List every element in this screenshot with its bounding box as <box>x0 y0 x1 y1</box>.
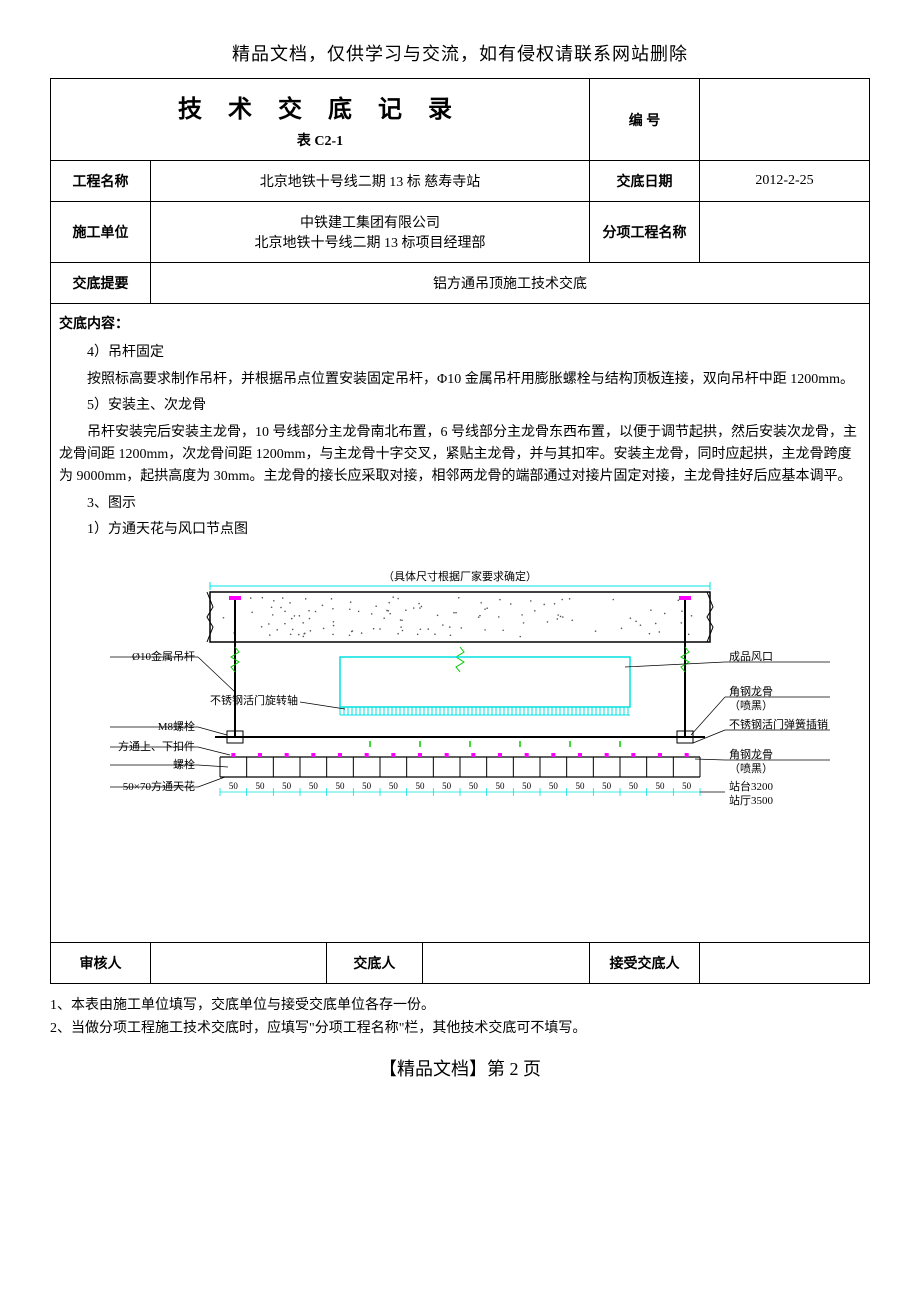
jiaodi-date-value: 2012-2-25 <box>700 161 870 202</box>
summary-value: 铝方通吊顶施工技术交底 <box>151 263 870 304</box>
footer-notes: 1、本表由施工单位填写，交底单位与接受交底单位各存一份。 2、当做分项工程施工技… <box>50 994 870 1042</box>
svg-text:方通上、下扣件: 方通上、下扣件 <box>118 739 195 753</box>
content-p1: 4）吊杆固定 <box>59 342 861 364</box>
svg-text:50: 50 <box>256 781 266 791</box>
record-table: 技 术 交 底 记 录 表 C2-1 编 号 工程名称 北京地铁十号线二期 13… <box>50 78 870 984</box>
svg-text:50: 50 <box>362 781 372 791</box>
project-name-label: 工程名称 <box>51 161 151 202</box>
svg-text:50: 50 <box>549 781 559 791</box>
project-name-value: 北京地铁十号线二期 13 标 慈寿寺站 <box>151 161 590 202</box>
main-title: 技 术 交 底 记 录 <box>59 89 581 124</box>
receiver-label: 接受交底人 <box>590 942 700 983</box>
constructor-value: 中铁建工集团有限公司 北京地铁十号线二期 13 标项目经理部 <box>151 202 590 263</box>
svg-text:成品风口: 成品风口 <box>729 650 773 663</box>
svg-text:站台3200: 站台3200 <box>729 779 773 793</box>
signoff-mid: 交底人 <box>151 942 590 983</box>
content-p5: 3、图示 <box>59 493 861 515</box>
jiaodi-person-value <box>423 943 589 983</box>
svg-text:50: 50 <box>522 781 532 791</box>
reviewer-value <box>151 943 326 983</box>
svg-text:50: 50 <box>629 781 639 791</box>
subproject-value <box>700 202 870 263</box>
svg-text:角钢龙骨: 角钢龙骨 <box>729 748 773 761</box>
jiaodi-date-label: 交底日期 <box>590 161 700 202</box>
content-body: 4）吊杆固定 按照标高要求制作吊杆，并根据吊点位置安装固定吊杆，Φ10 金属吊杆… <box>59 342 861 921</box>
content-heading: 交底内容： <box>59 314 861 336</box>
content-cell: 交底内容： 4）吊杆固定 按照标高要求制作吊杆，并根据吊点位置安装固定吊杆，Φ1… <box>51 304 870 943</box>
svg-text:50: 50 <box>309 781 319 791</box>
svg-text:50: 50 <box>229 781 239 791</box>
svg-text:螺栓: 螺栓 <box>173 757 195 771</box>
svg-text:50: 50 <box>576 781 586 791</box>
summary-label: 交底提要 <box>51 263 151 304</box>
reviewer-label: 审核人 <box>51 942 151 983</box>
receiver-value <box>700 942 870 983</box>
sub-title: 表 C2-1 <box>59 130 581 150</box>
svg-text:（喷黑）: （喷黑） <box>729 762 773 775</box>
constructor-label: 施工单位 <box>51 202 151 263</box>
constructor-line2: 北京地铁十号线二期 13 标项目经理部 <box>159 232 581 252</box>
svg-text:50: 50 <box>389 781 399 791</box>
svg-text:50: 50 <box>656 781 666 791</box>
svg-text:M8螺栓: M8螺栓 <box>158 719 195 733</box>
title-cell: 技 术 交 底 记 录 表 C2-1 <box>51 79 590 161</box>
svg-text:50: 50 <box>336 781 346 791</box>
jiaodi-person-label: 交底人 <box>326 943 422 983</box>
bianhao-label: 编 号 <box>590 79 700 161</box>
page-footer: 【精品文档】第 2 页 <box>50 1055 870 1081</box>
svg-text:50: 50 <box>469 781 479 791</box>
content-p4: 吊杆安装完后安装主龙骨，10 号线部分主龙骨南北布置，6 号线部分主龙骨东西布置… <box>59 422 861 489</box>
content-p2: 按照标高要求制作吊杆，并根据吊点位置安装固定吊杆，Φ10 金属吊杆用膨胀螺栓与结… <box>59 369 861 391</box>
svg-text:（具体尺寸根据厂家要求确定）: （具体尺寸根据厂家要求确定） <box>383 569 537 583</box>
svg-text:50: 50 <box>416 781 426 791</box>
svg-text:50: 50 <box>442 781 452 791</box>
note-2: 2、当做分项工程施工技术交底时，应填写"分项工程名称"栏，其他技术交底可不填写。 <box>50 1017 870 1041</box>
header-notice: 精品文档，仅供学习与交流，如有侵权请联系网站删除 <box>50 40 870 66</box>
svg-text:（喷黑）: （喷黑） <box>729 699 773 712</box>
content-p6: 1）方通天花与风口节点图 <box>59 519 861 541</box>
svg-text:站厅3500: 站厅3500 <box>729 793 773 807</box>
bianhao-value <box>700 79 870 161</box>
svg-text:角钢龙骨: 角钢龙骨 <box>729 685 773 698</box>
svg-text:50: 50 <box>602 781 612 791</box>
svg-text:不锈钢活门弹簧插销: 不锈钢活门弹簧插销 <box>729 717 828 731</box>
diagram: （具体尺寸根据厂家要求确定） 不锈钢活门旋转轴 50 50 50 50 50 50 50 50 50… <box>59 562 861 922</box>
subproject-label: 分项工程名称 <box>590 202 700 263</box>
svg-text:不锈钢活门旋转轴: 不锈钢活门旋转轴 <box>210 693 298 707</box>
svg-text:50: 50 <box>682 781 692 791</box>
svg-text:50×70方通天花: 50×70方通天花 <box>123 779 195 793</box>
constructor-line1: 中铁建工集团有限公司 <box>159 212 581 232</box>
svg-text:50: 50 <box>496 781 506 791</box>
note-1: 1、本表由施工单位填写，交底单位与接受交底单位各存一份。 <box>50 994 870 1018</box>
diagram-svg: （具体尺寸根据厂家要求确定） 不锈钢活门旋转轴 50 50 50 50 50 50 50 50 50… <box>59 562 861 922</box>
svg-text:Ø10金属吊杆: Ø10金属吊杆 <box>132 649 195 663</box>
svg-text:50: 50 <box>282 781 292 791</box>
content-p3: 5）安装主、次龙骨 <box>59 395 861 417</box>
